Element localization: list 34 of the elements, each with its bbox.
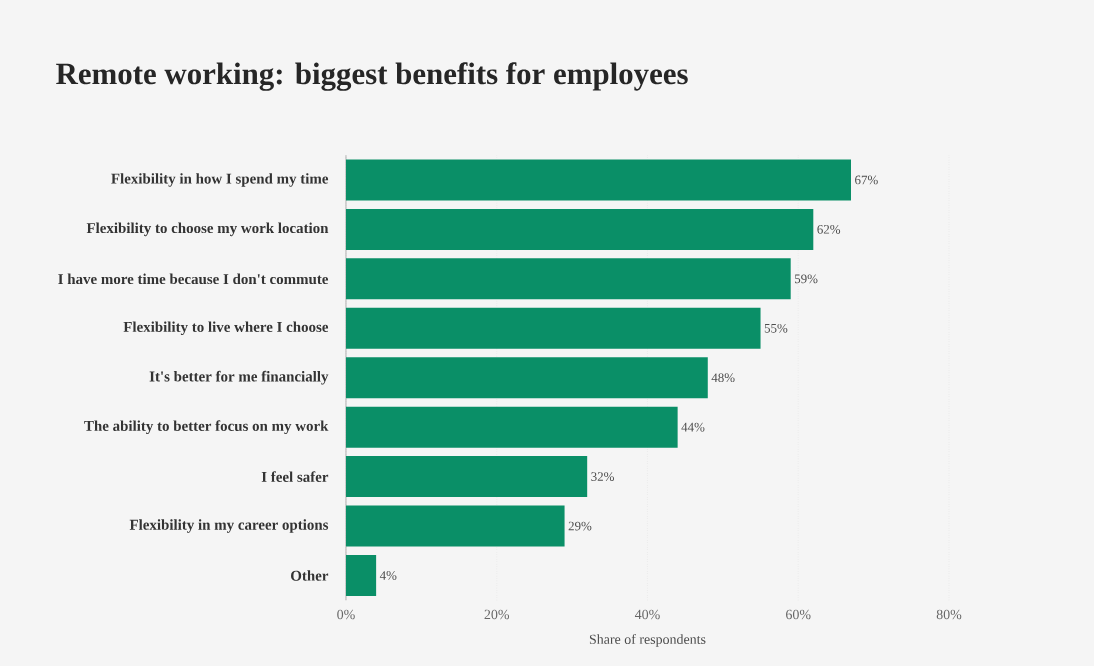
y-tick-label: Flexibility in my career options xyxy=(129,519,329,533)
data-label: 59% xyxy=(794,274,818,284)
bar xyxy=(345,159,851,201)
chart-title: Remote working: biggest benefits for employees xyxy=(56,62,688,91)
y-tick-label: The ability to better focus on my work xyxy=(84,420,329,435)
bar xyxy=(345,456,588,498)
data-label: 67% xyxy=(855,175,878,185)
x-tick-label: 20% xyxy=(484,609,510,620)
bar xyxy=(345,357,708,399)
x-tick-label: 40% xyxy=(634,609,660,620)
y-tick-label: Flexibility to live where I choose xyxy=(123,321,329,336)
data-label: 55% xyxy=(764,323,788,333)
data-label: 4% xyxy=(379,571,397,580)
bar xyxy=(345,208,814,250)
y-tick-label: It's better for me financially xyxy=(149,370,329,385)
data-label: 44% xyxy=(681,422,705,432)
x-tick-label: 60% xyxy=(786,609,811,620)
data-label: 62% xyxy=(817,225,841,234)
x-axis-title: Share of respondents xyxy=(589,634,706,647)
x-tick-label: 80% xyxy=(936,609,962,620)
bar xyxy=(345,307,761,349)
data-label: 29% xyxy=(568,521,592,531)
bar xyxy=(345,555,377,596)
bar xyxy=(345,505,565,547)
y-tick-label: Flexibility to choose my work location xyxy=(86,222,329,237)
y-tick-label: I feel safer xyxy=(261,471,329,482)
y-tick-label: I have more time because I don't commute xyxy=(58,273,329,285)
data-label: 32% xyxy=(591,472,614,482)
x-tick-label: 0% xyxy=(337,609,355,620)
data-label: 48% xyxy=(711,373,735,383)
bar xyxy=(345,406,678,448)
bar xyxy=(345,258,791,300)
y-tick-label: Other xyxy=(291,570,329,581)
y-tick-label: Flexibility in how I spend my time xyxy=(111,173,329,187)
